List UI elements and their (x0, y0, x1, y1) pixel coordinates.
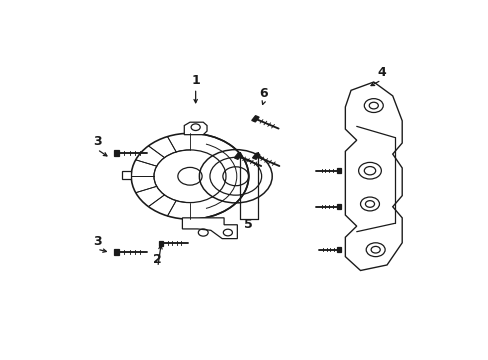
Polygon shape (184, 122, 206, 135)
Text: 5: 5 (244, 218, 253, 231)
Polygon shape (182, 218, 237, 239)
Text: 4: 4 (376, 66, 385, 79)
Polygon shape (114, 150, 119, 156)
Polygon shape (122, 171, 131, 179)
Polygon shape (251, 116, 259, 122)
Polygon shape (234, 153, 241, 159)
Polygon shape (345, 82, 401, 270)
Text: 6: 6 (259, 87, 267, 100)
Polygon shape (114, 249, 119, 255)
Polygon shape (252, 153, 260, 159)
Text: 3: 3 (93, 235, 101, 248)
Polygon shape (337, 247, 340, 252)
Polygon shape (159, 240, 163, 246)
Polygon shape (336, 168, 340, 173)
Text: 3: 3 (93, 135, 101, 148)
Polygon shape (336, 204, 340, 209)
Text: 1: 1 (191, 74, 200, 87)
Text: 2: 2 (153, 253, 162, 266)
